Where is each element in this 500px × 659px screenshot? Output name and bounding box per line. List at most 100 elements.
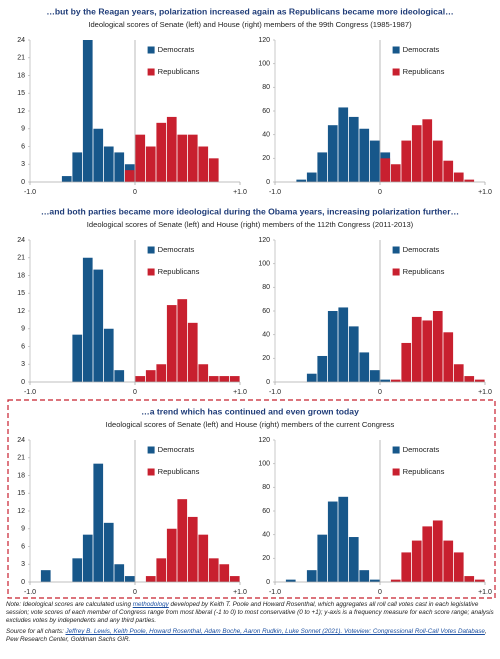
y-tick-label: 6	[21, 543, 25, 550]
y-tick-label: 18	[17, 472, 25, 479]
bar	[187, 134, 198, 182]
bar	[93, 128, 104, 182]
bar	[124, 576, 135, 582]
y-tick-label: 15	[17, 290, 25, 297]
bar	[464, 376, 475, 382]
y-tick-label: 60	[262, 508, 270, 515]
bar	[432, 311, 443, 382]
bar	[401, 552, 412, 582]
bar	[166, 305, 177, 382]
y-tick-label: 100	[258, 261, 270, 268]
bar	[390, 164, 401, 182]
bar	[327, 125, 338, 182]
bar	[474, 579, 485, 582]
legend-swatch	[392, 468, 400, 476]
bar	[40, 570, 51, 582]
bar	[464, 179, 475, 182]
bar	[474, 379, 485, 382]
bar	[187, 322, 198, 382]
bar	[135, 134, 146, 182]
x-tick-label: -1.0	[269, 189, 281, 196]
legend-label: Democrats	[403, 245, 440, 254]
y-tick-label: 40	[262, 532, 270, 539]
bar	[432, 520, 443, 582]
legend-label: Democrats	[403, 445, 440, 454]
bar	[187, 516, 198, 582]
y-tick-label: 60	[262, 108, 270, 115]
bar	[443, 332, 454, 382]
legend-swatch	[147, 46, 155, 54]
bar	[369, 579, 380, 582]
x-tick-label: 0	[378, 189, 382, 196]
bar	[443, 540, 454, 582]
bar	[380, 158, 391, 182]
legend-label: Democrats	[403, 45, 440, 54]
bar	[135, 376, 146, 382]
bar	[124, 170, 135, 182]
y-tick-label: 20	[262, 155, 270, 162]
x-tick-label: -1.0	[24, 389, 36, 396]
bar	[306, 373, 317, 382]
y-tick-label: 0	[21, 179, 25, 186]
y-tick-label: 3	[21, 361, 25, 368]
legend-swatch	[147, 268, 155, 276]
x-tick-label: -1.0	[269, 389, 281, 396]
y-tick-label: 21	[17, 55, 25, 62]
bar	[114, 564, 125, 582]
bar	[145, 146, 156, 182]
bar	[411, 316, 422, 382]
bar	[338, 496, 349, 582]
bar	[348, 116, 359, 182]
y-tick-label: 9	[21, 326, 25, 333]
legend-swatch	[392, 268, 400, 276]
x-tick-label: -1.0	[269, 589, 281, 596]
x-tick-label: 0	[133, 389, 137, 396]
x-tick-label: 0	[378, 389, 382, 396]
y-tick-label: 0	[266, 579, 270, 586]
section-subtitle: Ideological scores of Senate (left) and …	[106, 420, 395, 429]
bar	[369, 140, 380, 182]
bar	[348, 326, 359, 382]
bar	[72, 152, 83, 182]
y-tick-label: 18	[17, 72, 25, 79]
y-tick-label: 15	[17, 90, 25, 97]
bar	[443, 160, 454, 182]
bar	[219, 564, 230, 582]
bar	[229, 576, 240, 582]
x-tick-label: +1.0	[478, 389, 492, 396]
bar	[177, 499, 188, 582]
section-title: …but by the Reagan years, polarization i…	[46, 6, 453, 16]
y-tick-label: 40	[262, 332, 270, 339]
legend-label: Republicans	[158, 467, 200, 476]
bar	[93, 463, 104, 582]
y-tick-label: 12	[17, 308, 25, 315]
bar	[401, 140, 412, 182]
y-tick-label: 120	[258, 237, 270, 244]
y-tick-label: 20	[262, 555, 270, 562]
y-tick-label: 3	[21, 561, 25, 568]
bar	[103, 146, 114, 182]
bar	[198, 534, 209, 582]
y-tick-label: 100	[258, 61, 270, 68]
y-tick-label: 0	[21, 579, 25, 586]
note-link[interactable]: methodology	[132, 601, 169, 608]
bar	[82, 534, 93, 582]
bar	[422, 526, 433, 582]
y-tick-label: 9	[21, 526, 25, 533]
bar	[114, 370, 125, 382]
y-tick-label: 0	[266, 379, 270, 386]
source-link[interactable]: Jeffrey B. Lewis, Keith Poole, Howard Ro…	[65, 628, 485, 635]
bar	[208, 558, 219, 582]
source: Source for all charts: Jeffrey B. Lewis,…	[6, 628, 494, 644]
bar	[306, 172, 317, 182]
note-text: Note: Ideological scores are calculated …	[6, 601, 133, 608]
bar	[296, 179, 307, 182]
source-text: Source for all charts:	[6, 628, 66, 635]
x-tick-label: -1.0	[24, 589, 36, 596]
bar	[82, 257, 93, 382]
x-tick-label: -1.0	[24, 189, 36, 196]
legend-swatch	[392, 68, 400, 76]
y-tick-label: 20	[262, 355, 270, 362]
bar	[453, 172, 464, 182]
bar	[72, 334, 83, 382]
